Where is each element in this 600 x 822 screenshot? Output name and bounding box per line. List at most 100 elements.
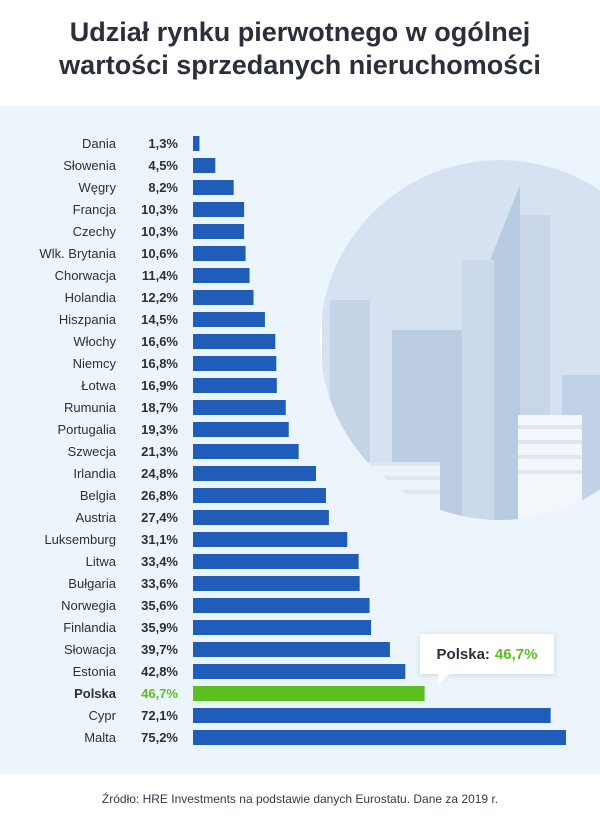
title-line-2: wartości sprzedanych nieruchomości xyxy=(59,50,541,80)
bar xyxy=(193,334,276,349)
bar xyxy=(193,620,372,635)
category-label: Austria xyxy=(76,510,117,525)
bar xyxy=(193,708,551,723)
value-label: 8,2% xyxy=(148,180,178,195)
bar-row: Francja 10,3% xyxy=(73,202,245,217)
callout-pointer xyxy=(438,674,450,684)
bar xyxy=(193,158,216,173)
value-label: 16,9% xyxy=(141,378,178,393)
bar xyxy=(193,290,254,305)
bar xyxy=(193,510,329,525)
category-label: Słowacja xyxy=(64,642,117,657)
bar xyxy=(193,136,200,151)
value-label: 26,8% xyxy=(141,488,178,503)
category-label: Holandia xyxy=(65,290,117,305)
polska-callout: Polska: 46,7% xyxy=(420,634,554,674)
value-label: 1,3% xyxy=(148,136,178,151)
bar-row: Polska 46,7% xyxy=(74,686,425,701)
bar-row: Belgia 26,8% xyxy=(80,488,326,503)
category-label: Słowenia xyxy=(63,158,117,173)
bar-row: Finlandia 35,9% xyxy=(63,620,372,635)
value-label: 10,3% xyxy=(141,202,178,217)
bar xyxy=(193,466,317,481)
callout-label: Polska: xyxy=(436,645,490,663)
bar xyxy=(193,576,360,591)
category-label: Łotwa xyxy=(81,378,116,393)
category-label: Malta xyxy=(84,730,117,745)
value-label: 21,3% xyxy=(141,444,178,459)
value-label: 35,6% xyxy=(141,598,178,613)
source-note: Źródło: HRE Investments na podstawie dan… xyxy=(101,792,499,806)
bar-row: Litwa 33,4% xyxy=(86,554,359,569)
value-label: 42,8% xyxy=(141,664,178,679)
category-label: Szwecja xyxy=(68,444,117,459)
value-label: 16,6% xyxy=(141,334,178,349)
category-label: Wlk. Brytania xyxy=(39,246,116,261)
bar-row: Norwegia 35,6% xyxy=(61,598,370,613)
bar xyxy=(193,224,245,239)
category-label: Niemcy xyxy=(73,356,117,371)
bar xyxy=(193,202,245,217)
category-label: Hiszpania xyxy=(59,312,117,327)
bar xyxy=(193,444,299,459)
bar-row: Portugalia 19,3% xyxy=(57,422,289,437)
category-label: Belgia xyxy=(80,488,117,503)
value-label: 24,8% xyxy=(141,466,178,481)
value-label: 39,7% xyxy=(141,642,178,657)
bar xyxy=(193,246,246,261)
bar-row: Włochy 16,6% xyxy=(73,334,276,349)
category-label: Litwa xyxy=(86,554,117,569)
bar-row: Austria 27,4% xyxy=(76,510,329,525)
bar xyxy=(193,268,250,283)
bar xyxy=(193,378,277,393)
value-label: 31,1% xyxy=(141,532,178,547)
value-label: 35,9% xyxy=(141,620,178,635)
bar-row: Węgry 8,2% xyxy=(78,180,234,195)
bar-row: Wlk. Brytania 10,6% xyxy=(39,246,246,261)
value-label: 12,2% xyxy=(141,290,178,305)
category-label: Chorwacja xyxy=(55,268,117,283)
bar-row: Niemcy 16,8% xyxy=(73,356,277,371)
value-label: 75,2% xyxy=(141,730,178,745)
value-label: 11,4% xyxy=(142,268,179,283)
value-label: 14,5% xyxy=(141,312,178,327)
bar xyxy=(193,488,326,503)
chart-title: Udział rynku pierwotnego w ogólnej warto… xyxy=(0,16,600,82)
value-label: 46,7% xyxy=(141,686,178,701)
value-label: 27,4% xyxy=(141,510,178,525)
category-label: Norwegia xyxy=(61,598,117,613)
bar xyxy=(193,400,286,415)
category-label: Irlandia xyxy=(73,466,116,481)
bar xyxy=(193,312,265,327)
bar-row: Hiszpania 14,5% xyxy=(59,312,265,327)
category-label: Włochy xyxy=(73,334,116,349)
bar xyxy=(193,422,289,437)
value-label: 33,4% xyxy=(141,554,178,569)
bar-row: Malta 75,2% xyxy=(84,730,566,745)
bar xyxy=(193,730,566,745)
value-label: 72,1% xyxy=(141,708,178,723)
callout-value: 46,7% xyxy=(494,645,538,663)
category-label: Rumunia xyxy=(64,400,117,415)
category-label: Portugalia xyxy=(57,422,116,437)
category-label: Polska xyxy=(74,686,117,701)
category-label: Dania xyxy=(82,136,117,151)
category-label: Luksemburg xyxy=(44,532,116,547)
category-label: Cypr xyxy=(89,708,117,723)
category-label: Finlandia xyxy=(63,620,117,635)
bar-row: Rumunia 18,7% xyxy=(64,400,286,415)
bar-row: Łotwa 16,9% xyxy=(81,378,277,393)
bar xyxy=(193,554,359,569)
bar-row: Luksemburg 31,1% xyxy=(44,532,348,547)
bar xyxy=(193,664,406,679)
value-label: 10,3% xyxy=(141,224,178,239)
bar-row: Holandia 12,2% xyxy=(65,290,254,305)
category-label: Estonia xyxy=(73,664,117,679)
city-skyline-illustration xyxy=(320,160,600,520)
title-line-1: Udział rynku pierwotnego w ogólnej xyxy=(69,17,531,47)
bar-row: Bułgaria 33,6% xyxy=(68,576,360,591)
bar xyxy=(193,180,234,195)
category-label: Węgry xyxy=(78,180,116,195)
bar-row: Irlandia 24,8% xyxy=(73,466,317,481)
